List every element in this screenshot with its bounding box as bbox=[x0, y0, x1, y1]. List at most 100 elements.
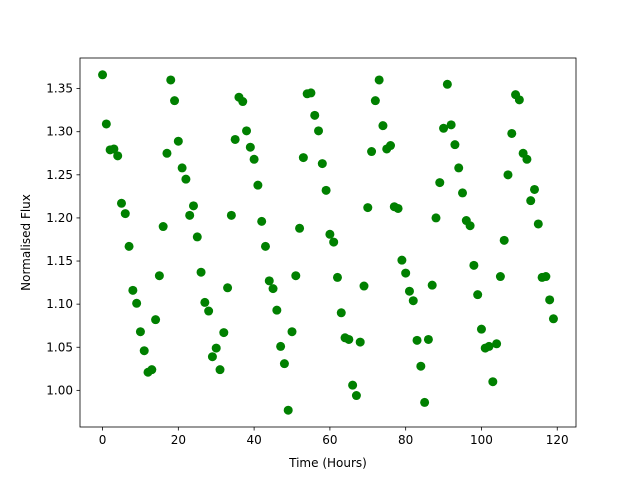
data-point bbox=[420, 397, 430, 407]
x-tick-label: 100 bbox=[470, 433, 493, 447]
data-point bbox=[423, 334, 433, 344]
data-point bbox=[139, 346, 149, 356]
data-point bbox=[207, 352, 217, 362]
data-point bbox=[158, 222, 168, 232]
y-tick-label: 1.20 bbox=[46, 211, 73, 225]
data-point bbox=[393, 203, 403, 213]
data-point bbox=[226, 210, 236, 220]
data-point bbox=[348, 380, 358, 390]
data-point bbox=[124, 241, 134, 251]
data-point bbox=[492, 339, 502, 349]
data-point bbox=[101, 119, 111, 129]
data-point bbox=[386, 141, 396, 151]
data-point bbox=[242, 126, 252, 136]
y-tick-label: 1.00 bbox=[46, 383, 73, 397]
data-point bbox=[287, 327, 297, 337]
data-point bbox=[431, 213, 441, 223]
data-point bbox=[170, 96, 180, 106]
data-point bbox=[533, 219, 543, 229]
data-point bbox=[211, 343, 221, 353]
data-point bbox=[223, 283, 233, 293]
data-point bbox=[257, 216, 267, 226]
data-point bbox=[484, 341, 494, 351]
data-point bbox=[109, 144, 119, 154]
data-point bbox=[427, 280, 437, 290]
axes-frame bbox=[79, 57, 577, 428]
data-point bbox=[317, 159, 327, 169]
data-point bbox=[204, 306, 214, 316]
data-point bbox=[355, 337, 365, 347]
data-point bbox=[298, 153, 308, 163]
y-tick-label: 1.30 bbox=[46, 125, 73, 139]
data-point bbox=[359, 281, 369, 291]
data-point bbox=[173, 136, 183, 146]
data-point bbox=[253, 180, 263, 190]
x-tick-label: 120 bbox=[546, 433, 569, 447]
data-point bbox=[473, 290, 483, 300]
data-point bbox=[450, 140, 460, 150]
x-tick-label: 60 bbox=[322, 433, 337, 447]
y-tick-label: 1.25 bbox=[46, 168, 73, 182]
data-point bbox=[185, 210, 195, 220]
data-point bbox=[264, 276, 274, 286]
data-point bbox=[116, 198, 126, 208]
data-point bbox=[454, 163, 464, 173]
data-point bbox=[268, 284, 278, 294]
data-point bbox=[162, 148, 172, 158]
data-point bbox=[272, 305, 282, 315]
data-point bbox=[245, 142, 255, 152]
data-point bbox=[351, 391, 361, 401]
data-point bbox=[325, 229, 335, 239]
data-point bbox=[177, 163, 187, 173]
data-point bbox=[295, 223, 305, 233]
data-point bbox=[332, 272, 342, 282]
data-point bbox=[98, 70, 108, 80]
data-point bbox=[120, 209, 130, 219]
data-point bbox=[215, 365, 225, 375]
data-point bbox=[397, 255, 407, 265]
data-point bbox=[279, 359, 289, 369]
x-tick-label: 0 bbox=[99, 433, 107, 447]
x-tick-label: 80 bbox=[398, 433, 413, 447]
data-point bbox=[408, 296, 418, 306]
data-point bbox=[147, 365, 157, 375]
x-tick-label: 40 bbox=[246, 433, 261, 447]
data-point bbox=[329, 237, 339, 247]
data-point bbox=[435, 178, 445, 188]
y-axis-label: Normalised Flux bbox=[19, 194, 33, 291]
data-point bbox=[465, 221, 475, 231]
data-point bbox=[166, 75, 176, 85]
data-point bbox=[181, 174, 191, 184]
data-point bbox=[378, 121, 388, 131]
data-point bbox=[336, 308, 346, 318]
data-point bbox=[495, 272, 505, 282]
data-point bbox=[132, 298, 142, 308]
data-point bbox=[374, 75, 384, 85]
x-tick-label: 20 bbox=[171, 433, 186, 447]
data-point bbox=[412, 335, 422, 345]
data-point bbox=[321, 185, 331, 195]
data-point bbox=[314, 126, 324, 136]
data-point bbox=[367, 147, 377, 157]
data-point bbox=[530, 184, 540, 194]
data-point bbox=[344, 334, 354, 344]
data-point bbox=[291, 271, 301, 281]
y-tick-label: 1.05 bbox=[46, 340, 73, 354]
data-point bbox=[128, 285, 138, 295]
x-axis-label: Time (Hours) bbox=[288, 456, 367, 470]
data-point bbox=[200, 297, 210, 307]
data-point bbox=[230, 134, 240, 144]
data-point bbox=[310, 110, 320, 120]
data-point bbox=[507, 128, 517, 138]
data-point bbox=[113, 151, 123, 161]
data-point bbox=[548, 314, 558, 324]
data-point bbox=[276, 341, 286, 351]
y-tick-label: 1.15 bbox=[46, 254, 73, 268]
data-point bbox=[446, 120, 456, 130]
data-point bbox=[514, 95, 524, 105]
data-point bbox=[249, 154, 259, 164]
data-point bbox=[151, 315, 161, 325]
data-point bbox=[260, 241, 270, 251]
data-point bbox=[238, 97, 248, 107]
